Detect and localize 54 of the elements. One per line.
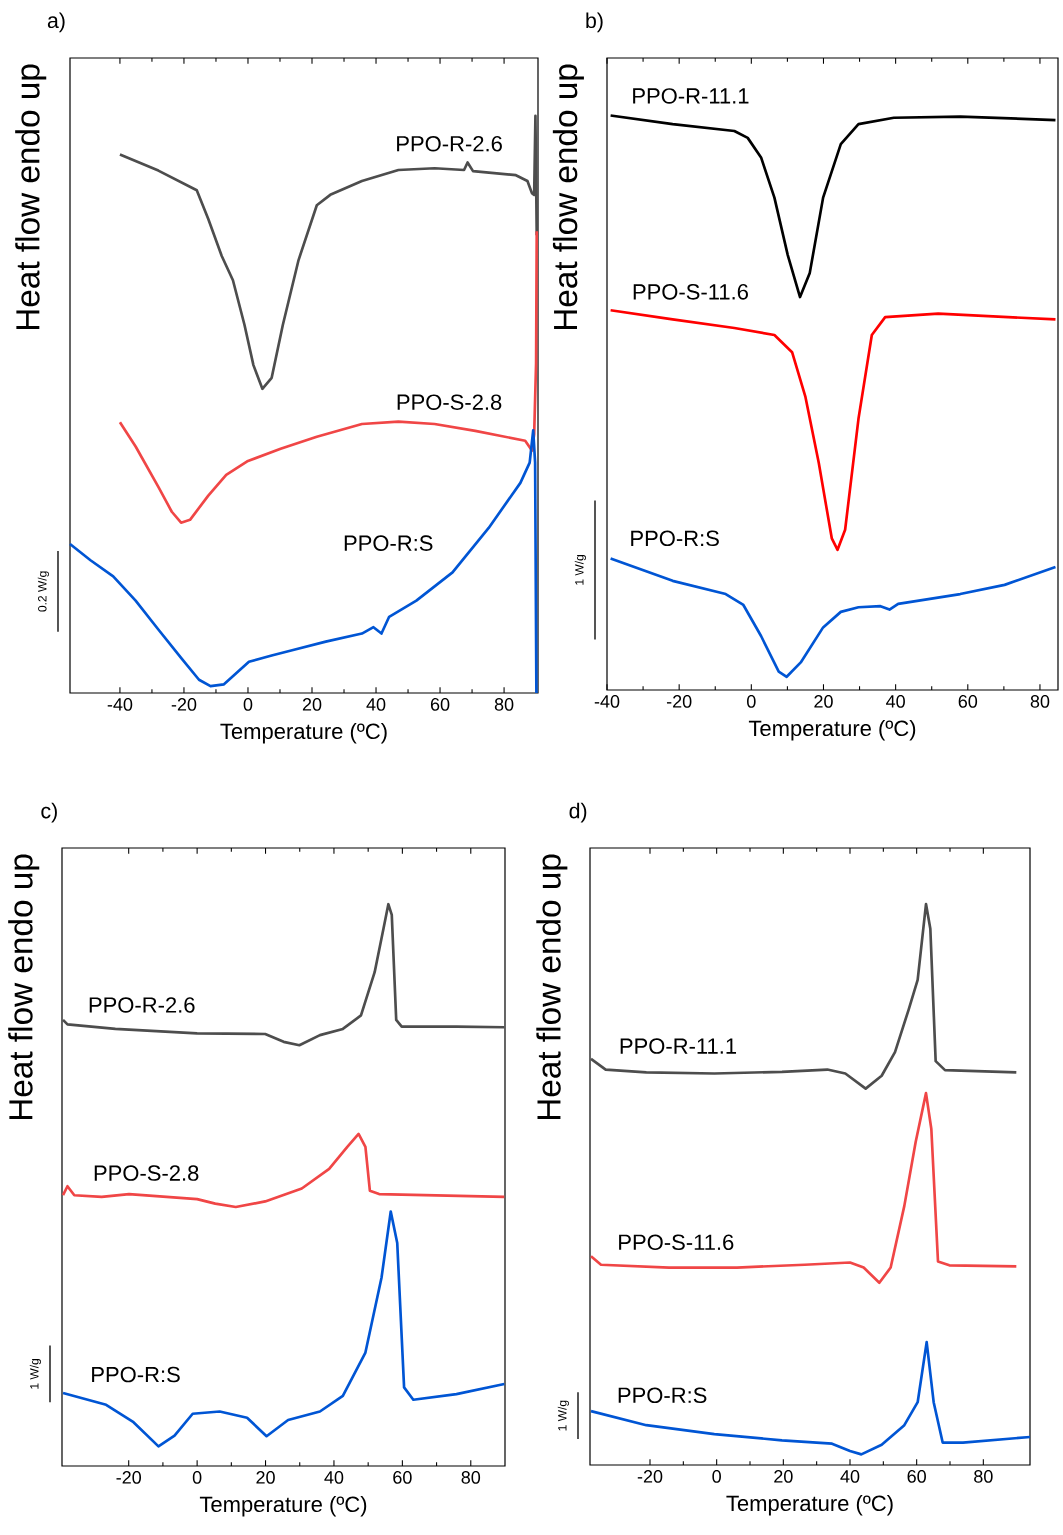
x-tick-label: 40 — [366, 698, 386, 711]
series-label: PPO-R:S — [631, 530, 719, 547]
text: 0.2 W/g — [37, 571, 49, 612]
series-label: PPO-R-2.6 — [397, 135, 502, 152]
series-label: PPO-R:S — [92, 1366, 180, 1383]
x-tick-label: 80 — [461, 1471, 481, 1484]
x-tick-label: 80 — [974, 1470, 993, 1483]
chart-title: c) — [41, 802, 57, 823]
x-tick-label: 60 — [958, 695, 978, 708]
x-tick-label: 40 — [324, 1471, 344, 1484]
series-label: PPO-S-11.6 — [633, 284, 748, 300]
series-label: PPO-S-2.8 — [94, 1165, 199, 1181]
series-label: PPO-R:S — [344, 535, 433, 551]
chart-title: b) — [586, 12, 603, 33]
x-tick-label: 60 — [430, 698, 450, 711]
chart-title: d) — [569, 802, 587, 823]
x-tick-label: 20 — [774, 1470, 793, 1483]
series-label: PPO-S-2.8 — [397, 394, 502, 410]
x-tick-label: 0 — [747, 695, 756, 708]
x-tick-label: -20 — [116, 1471, 141, 1484]
x-axis-title: Temperature (ºC) — [220, 722, 387, 744]
x-axis-title: Temperature (ºC) — [199, 1495, 367, 1517]
text: 1 W/g — [574, 555, 586, 585]
chart-title: a) — [47, 12, 65, 33]
x-tick-label: -40 — [107, 698, 133, 711]
x-tick-label: -20 — [171, 698, 197, 711]
legend-label: PPO-R-11.1 — [633, 88, 749, 104]
x-tick-label: 80 — [1030, 695, 1050, 708]
x-tick-label: 20 — [302, 698, 322, 711]
x-axis-title: Temperature (ºC) — [726, 1494, 893, 1516]
series-label: PPO-R-2.6 — [89, 997, 195, 1013]
x-tick-label: 20 — [814, 695, 833, 708]
x-tick-label: 20 — [256, 1471, 275, 1484]
series-label: PPO-S-11.6 — [619, 1234, 734, 1251]
series-label: PPO-R-11.1 — [620, 1038, 737, 1054]
y-axis-title: Heat flow endo up — [15, 64, 47, 330]
x-tick-label: 60 — [393, 1471, 412, 1484]
x-tick-label: 40 — [840, 1470, 860, 1483]
y-axis-title: Heat flow endo up — [552, 64, 584, 330]
y-axis-title: Heat flow endo up — [536, 854, 568, 1120]
x-tick-label: 0 — [712, 1470, 721, 1483]
y-axis-title: Heat flow endo up — [8, 854, 40, 1120]
x-tick-label: 40 — [886, 695, 905, 708]
text: 1 W/g — [29, 1359, 41, 1389]
x-tick-label: 60 — [907, 1470, 926, 1483]
x-tick-label: -40 — [594, 695, 620, 708]
x-axis-title: Temperature (ºC) — [748, 719, 916, 741]
text: 1 W/g — [557, 1400, 569, 1431]
x-tick-label: -20 — [666, 695, 692, 708]
x-tick-label: 0 — [192, 1471, 202, 1484]
x-tick-label: 0 — [243, 698, 253, 711]
x-tick-label: 80 — [494, 698, 514, 711]
series-label: PPO-R:S — [618, 1387, 707, 1404]
x-tick-label: -20 — [637, 1470, 663, 1483]
